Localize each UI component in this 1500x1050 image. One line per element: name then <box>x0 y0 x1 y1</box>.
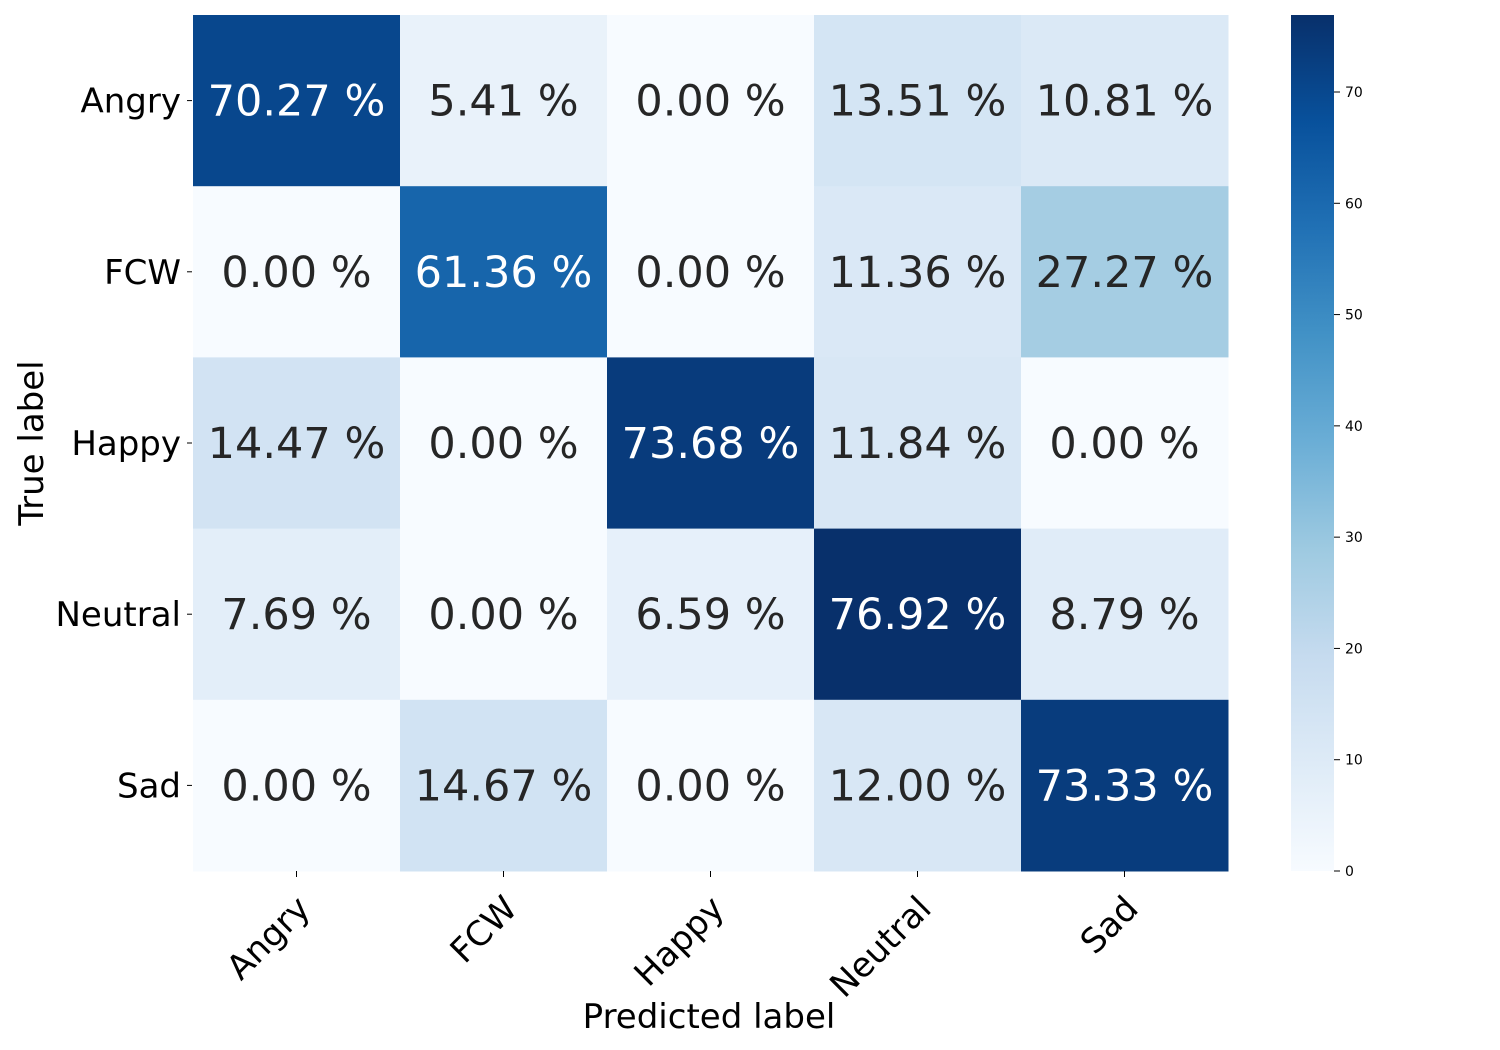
heatmap-cell-label-4-1: 14.67 % <box>415 761 593 811</box>
heatmap-cell-4-4 <box>1021 699 1229 872</box>
heatmap-cell-label-1-2: 0.00 % <box>635 248 785 298</box>
colorbar-tick-label: 40 <box>1345 419 1363 435</box>
x-tick-label: Angry <box>219 889 318 988</box>
x-tick-label: Happy <box>627 889 733 995</box>
heatmap-cell-0-4 <box>1021 15 1229 187</box>
heatmap-cell-label-0-3: 13.51 % <box>829 77 1007 127</box>
heatmap-cell-4-3 <box>814 699 1022 872</box>
heatmap-cell-label-1-3: 11.36 % <box>829 248 1007 298</box>
heatmap-cell-label-3-4: 8.79 % <box>1049 590 1199 640</box>
heatmap-cell-label-1-0: 0.00 % <box>221 248 371 298</box>
heatmap-cell-2-1 <box>400 357 608 530</box>
heatmap-cell-0-1 <box>400 15 608 187</box>
heatmap-cell-3-4 <box>1021 528 1229 701</box>
y-axis-title: True label <box>12 360 52 526</box>
heatmap-cell-label-4-2: 0.00 % <box>635 761 785 811</box>
heatmap-cell-3-3 <box>814 528 1022 701</box>
heatmap-cell-2-2 <box>607 357 815 530</box>
heatmap-cell-label-0-0: 70.27 % <box>208 77 386 127</box>
heatmap-cell-2-3 <box>814 357 1022 530</box>
heatmap-cell-1-2 <box>607 186 815 358</box>
x-axis-title: Predicted label <box>583 997 836 1037</box>
heatmap-cell-label-4-3: 12.00 % <box>829 761 1007 811</box>
heatmap-cell-4-0 <box>193 699 401 872</box>
y-axis: Angry FCW Happy Neutral Sad <box>56 82 192 806</box>
heatmap-cell-label-2-0: 14.47 % <box>208 419 386 469</box>
heatmap-cell-label-0-2: 0.00 % <box>635 77 785 127</box>
colorbar-tick-label: 30 <box>1345 530 1363 546</box>
heatmap-cell-label-2-1: 0.00 % <box>428 419 578 469</box>
heatmap-cell-3-1 <box>400 528 608 701</box>
heatmap-cell-label-4-0: 0.00 % <box>221 761 371 811</box>
colorbar-tick-label: 50 <box>1345 308 1363 324</box>
heatmap-cell-label-1-4: 27.27 % <box>1036 248 1214 298</box>
heatmap-cell-label-3-2: 6.59 % <box>635 590 785 640</box>
heatmap-cell-label-0-4: 10.81 % <box>1036 77 1214 127</box>
heatmap-cell-labels: 70.27 % 5.41 % 0.00 % 13.51 % 10.81 % 0.00 % 6… <box>208 77 1214 812</box>
heatmap-cell-label-0-1: 5.41 % <box>428 77 578 127</box>
heatmap-cells <box>193 15 1229 872</box>
y-tick-label: Happy <box>71 424 181 464</box>
heatmap-cell-label-1-1: 61.36 % <box>415 248 593 298</box>
y-tick-label: Angry <box>81 82 182 122</box>
heatmap-cell-label-3-0: 7.69 % <box>221 590 371 640</box>
x-tick-label: Sad <box>1073 889 1147 963</box>
y-tick-label: FCW <box>104 253 181 293</box>
heatmap-cell-3-2 <box>607 528 815 701</box>
heatmap-cell-label-4-4: 73.33 % <box>1036 761 1214 811</box>
heatmap-cell-1-0 <box>193 186 401 358</box>
colorbar-tick-label: 60 <box>1345 196 1363 212</box>
x-tick-label: Neutral <box>822 889 939 1006</box>
heatmap-cell-2-4 <box>1021 357 1229 530</box>
heatmap-cell-0-0 <box>193 15 401 187</box>
heatmap-cell-0-2 <box>607 15 815 187</box>
heatmap-cell-label-3-3: 76.92 % <box>829 590 1007 640</box>
colorbar-tick-label: 10 <box>1345 753 1363 769</box>
heatmap-cell-1-3 <box>814 186 1022 358</box>
heatmap-cell-4-1 <box>400 699 608 872</box>
heatmap-cell-1-1 <box>400 186 608 358</box>
heatmap-cell-2-0 <box>193 357 401 530</box>
heatmap-cell-label-3-1: 0.00 % <box>428 590 578 640</box>
heatmap-cell-0-3 <box>814 15 1022 187</box>
heatmap-cell-3-0 <box>193 528 401 701</box>
heatmap-cell-label-2-3: 11.84 % <box>829 419 1007 469</box>
colorbar-ticks: 0 10 20 30 40 50 60 70 <box>1334 85 1363 880</box>
heatmap-cell-label-2-2: 73.68 % <box>622 419 800 469</box>
colorbar-tick-label: 0 <box>1345 864 1354 880</box>
heatmap-cell-4-2 <box>607 699 815 872</box>
colorbar: 0 10 20 30 40 50 60 70 <box>1291 15 1363 880</box>
y-tick-label: Sad <box>117 766 181 806</box>
colorbar-tick-label: 70 <box>1345 85 1363 101</box>
colorbar-tick-label: 20 <box>1345 641 1363 657</box>
x-tick-label: FCW <box>443 889 526 972</box>
heatmap-cell-1-4 <box>1021 186 1229 358</box>
x-axis: Angry FCW Happy Neutral Sad <box>219 871 1146 1006</box>
y-tick-label: Neutral <box>56 595 182 635</box>
colorbar-gradient <box>1291 15 1334 871</box>
heatmap-cell-label-2-4: 0.00 % <box>1049 419 1199 469</box>
